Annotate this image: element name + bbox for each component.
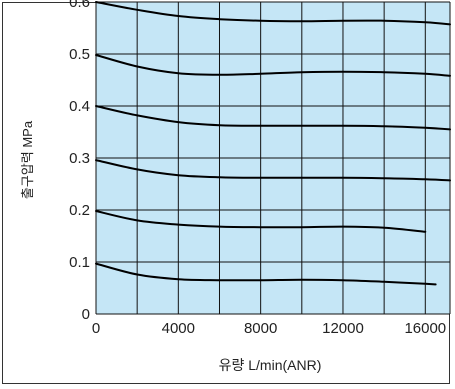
y-tick-label: 0.1: [69, 254, 90, 271]
y-tick-label: 0.6: [69, 0, 90, 11]
x-tick-label: 16000: [404, 320, 446, 337]
y-tick-label: 0.4: [69, 98, 90, 115]
y-tick-label: 0: [82, 306, 90, 323]
y-tick-label: 0.3: [69, 150, 90, 167]
series-line-5: [95, 210, 427, 233]
x-tick-label: 4000: [162, 320, 195, 337]
series-line-6: [95, 262, 437, 286]
series-line-1: [95, 1, 451, 26]
y-tick-label: 0.2: [69, 202, 90, 219]
y-tick-label: 0.5: [69, 46, 90, 63]
tick-labels: 0 4000 8000 12000 16000 0 0.1 0.2 0.3 0.4 0.5 0.6: [69, 0, 446, 337]
x-tick-label: 8000: [244, 320, 277, 337]
grid-lines: [95, 1, 451, 315]
series-line-3: [95, 105, 451, 131]
x-axis-label: 유량 L/min(ANR): [219, 357, 322, 373]
series-line-4: [95, 159, 451, 182]
x-tick-label: 12000: [322, 320, 364, 337]
x-tick-label: 0: [92, 320, 100, 337]
series-group: [95, 1, 451, 286]
series-line-2: [95, 54, 451, 77]
y-axis-label: 출구압력 MPa: [20, 120, 35, 199]
